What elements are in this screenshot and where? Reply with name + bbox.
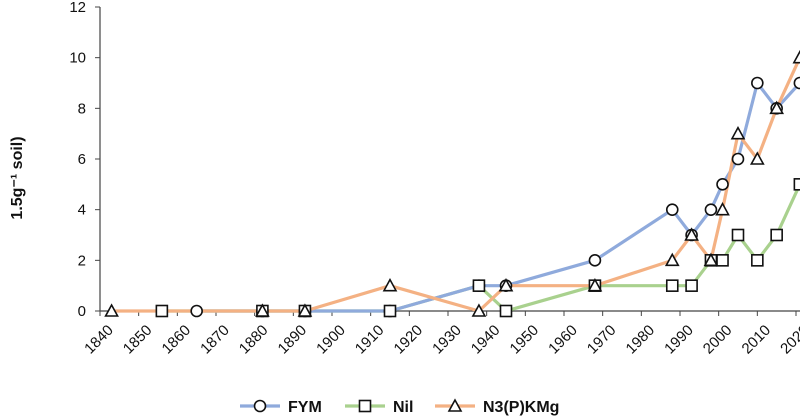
x-tick-label: 1900 (313, 322, 349, 358)
data-point-n3-p-kmg (471, 303, 487, 317)
legend-label-fym: FYM (288, 399, 322, 416)
data-point-n3-p-kmg (297, 303, 313, 317)
data-point-n3-p-kmg (104, 303, 119, 317)
legend-label-nil: Nil (393, 399, 413, 416)
y-tick-label: 12 (69, 0, 86, 16)
data-point-fym (731, 152, 745, 166)
x-tick-label: 1890 (275, 322, 311, 358)
x-tick-label: 2000 (700, 322, 736, 358)
data-point-nil (751, 254, 764, 267)
data-point-n3-p-kmg (703, 252, 719, 267)
series-line-nil (161, 183, 800, 313)
y-tick-label: 10 (69, 50, 86, 67)
x-tick-label: 1840 (81, 322, 117, 358)
data-point-n3-p-kmg (382, 277, 398, 292)
x-tick-label: 1870 (197, 322, 233, 358)
x-tick-label: 2010 (739, 322, 775, 358)
data-point-n3-p-kmg (664, 252, 680, 267)
x-tick-label: 1930 (429, 322, 465, 358)
axes: 0 2 4 6 8 10 12 1840 1850 1860 1870 1880 1890 1900 191… (69, 0, 800, 357)
x-tick-label: 1970 (584, 322, 620, 358)
x-tick-label: 1990 (661, 322, 697, 358)
legend-label-n3-p-kmg: N3(P)KMg (483, 399, 559, 416)
data-point-fym (704, 203, 718, 216)
data-point-n3-p-kmg (498, 277, 514, 292)
legend-marker-nil (358, 399, 372, 413)
data-point-nil (472, 279, 486, 292)
x-tick-label: 1920 (391, 322, 427, 358)
data-point-nil (731, 228, 745, 242)
legend-marker-n3-p-kmg (447, 398, 463, 412)
data-point-fym (588, 254, 602, 267)
x-tick-label: 1980 (623, 322, 659, 358)
data-point-fym (716, 178, 729, 191)
y-tick-label: 6 (78, 151, 86, 168)
data-point-fym (665, 203, 679, 216)
data-point-n3-p-kmg (715, 201, 730, 216)
y-tick-label: 2 (78, 252, 86, 269)
series-line-fym (196, 81, 800, 313)
x-tick-label: 1850 (120, 322, 156, 358)
x-tick-label: 1910 (352, 322, 388, 358)
data-point-n3-p-kmg (769, 100, 785, 115)
data-point-n3-p-kmg (792, 49, 800, 64)
data-point-nil (685, 279, 698, 292)
data-point-nil (499, 304, 513, 318)
data-point-n3-p-kmg (684, 227, 699, 241)
x-tick-label: 1860 (159, 322, 195, 358)
data-point-fym (793, 76, 800, 90)
data-point-nil (716, 254, 729, 267)
data-point-fym (190, 304, 203, 318)
legend-marker-fym (253, 399, 267, 413)
data-point-n3-p-kmg (587, 277, 603, 292)
data-point-fym (751, 76, 764, 90)
data-point-nil (793, 178, 800, 191)
series-line-n3-p-kmg (111, 57, 800, 313)
data-point-nil (665, 279, 679, 292)
data-point-n3-p-kmg (730, 125, 746, 140)
x-tick-label: 1950 (507, 322, 543, 358)
x-tick-label: 1940 (468, 322, 504, 358)
data-point-nil (770, 228, 783, 242)
x-tick-label: 1880 (236, 322, 272, 358)
data-point-nil (383, 304, 397, 318)
x-tick-label: 2020 (777, 322, 800, 358)
data-point-n3-p-kmg (749, 151, 765, 165)
y-tick-label: 8 (78, 100, 86, 117)
data-point-n3-p-kmg (255, 303, 270, 317)
series-layer (104, 49, 800, 318)
y-axis-label: 1.5g⁻¹ soil) (9, 136, 26, 219)
data-point-nil (155, 304, 169, 318)
legend: FYM Nil N3(P)KMg (240, 398, 559, 416)
x-tick-label: 1960 (545, 322, 581, 358)
y-tick-label: 0 (78, 303, 86, 320)
y-tick-label: 4 (78, 202, 86, 219)
